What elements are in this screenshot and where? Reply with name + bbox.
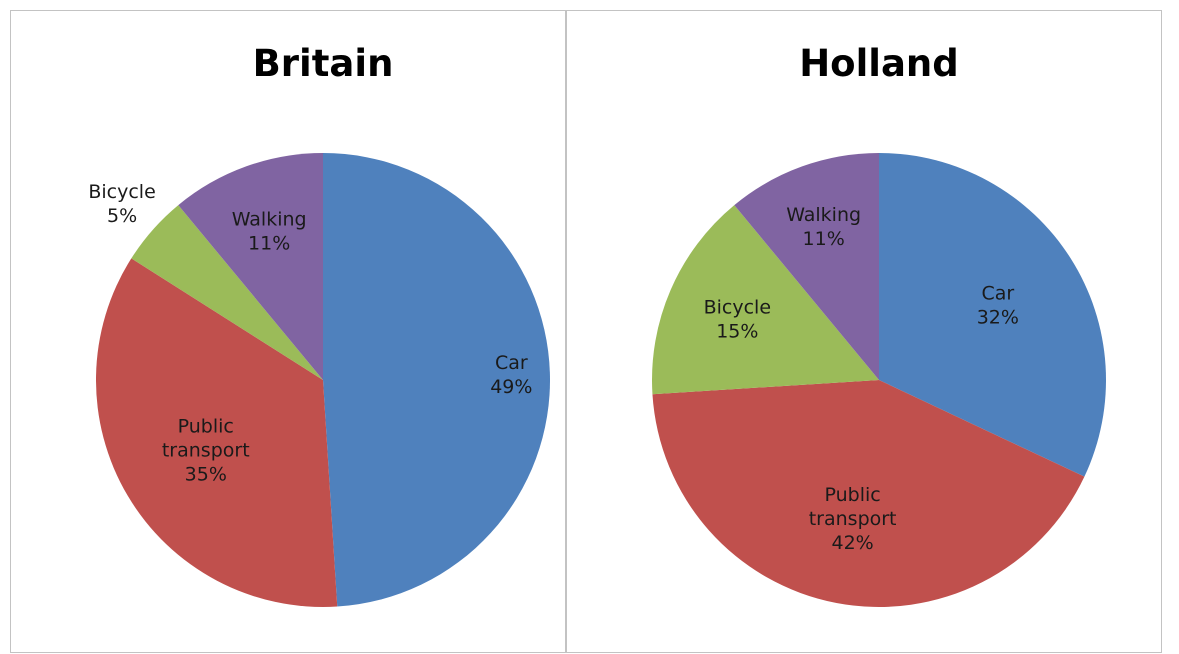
pie-slice-walking: [734, 153, 879, 380]
pie-slice-public-transport: [95, 258, 338, 607]
slice-label-public-transport: Public transport 35%: [162, 415, 250, 485]
pie-chart-holland: Holland Car 32% Public transport 42% Bicycle 1…: [652, 42, 1106, 607]
chart-panel-holland: Holland Car 32% Public transport 42% Bicycle 1…: [566, 10, 1162, 653]
slice-label-bicycle: Bicycle 15%: [704, 297, 771, 343]
chart-title: Britain: [253, 42, 394, 85]
slice-label-car: Car 49%: [490, 352, 532, 398]
pie-slice-bicycle: [652, 205, 879, 395]
slice-label-walking: Walking 11%: [786, 204, 861, 250]
pie-labels: Car 49% Public transport 35% Bicycle 5% Walking…: [88, 181, 532, 485]
slice-label-car: Car 32%: [977, 283, 1019, 329]
pie-slice-car: [323, 153, 550, 607]
slice-label-public-transport: Public transport 42%: [809, 484, 897, 554]
pie-slice-public-transport: [652, 380, 1085, 607]
pie-slices: [652, 153, 1106, 607]
slice-label-walking: Walking 11%: [232, 208, 307, 254]
chart-panel-britain: Britain Car 49% Public transport 35% Bicycle 5…: [10, 10, 566, 653]
pie-slice-bicycle: [131, 205, 323, 380]
chart-title: Holland: [799, 42, 959, 85]
pie-slice-walking: [178, 153, 323, 380]
pie-labels: Car 32% Public transport 42% Bicycle 15% Walkin…: [704, 204, 1019, 554]
pie-slices: [95, 153, 550, 607]
pie-slice-car: [879, 153, 1106, 477]
slice-label-bicycle: Bicycle 5%: [88, 181, 155, 227]
pie-chart-britain: Britain Car 49% Public transport 35% Bicycle 5…: [88, 42, 550, 607]
